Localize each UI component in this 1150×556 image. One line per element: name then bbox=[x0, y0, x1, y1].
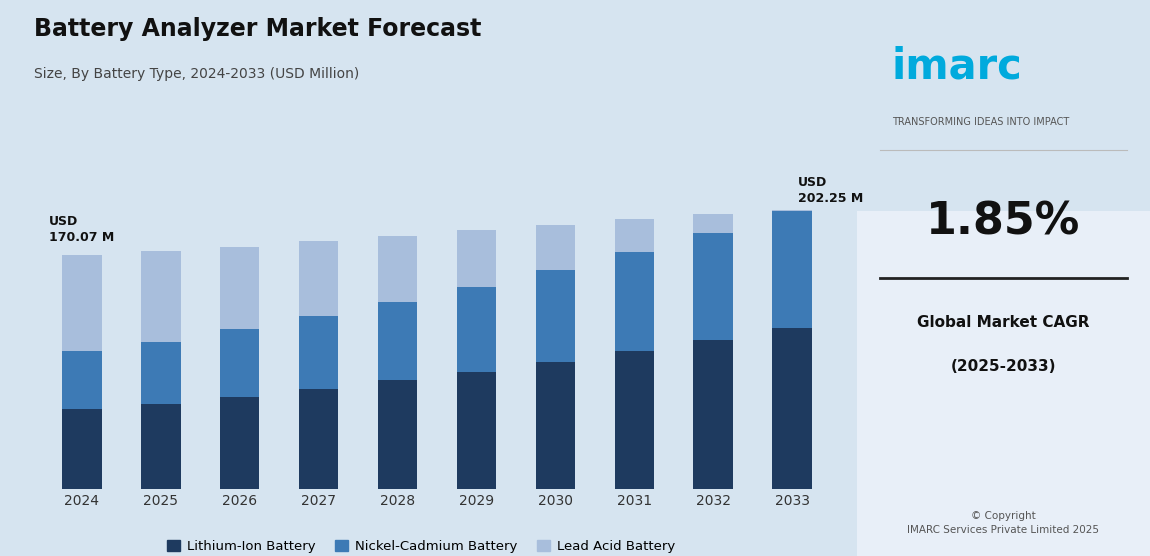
Bar bbox=[378, 302, 417, 380]
Bar bbox=[378, 380, 417, 489]
Text: Size, By Battery Type, 2024-2033 (USD Million): Size, By Battery Type, 2024-2033 (USD Mi… bbox=[34, 67, 360, 81]
Bar bbox=[614, 351, 654, 489]
Text: (2025-2033): (2025-2033) bbox=[951, 360, 1056, 374]
Bar bbox=[693, 340, 733, 489]
Bar bbox=[457, 372, 496, 489]
Text: imarc: imarc bbox=[892, 46, 1022, 88]
Bar bbox=[62, 351, 101, 409]
Bar bbox=[299, 389, 338, 489]
Bar bbox=[299, 241, 338, 316]
Bar bbox=[693, 214, 733, 233]
Text: 1.85%: 1.85% bbox=[926, 201, 1081, 244]
Bar bbox=[614, 252, 654, 351]
Bar bbox=[220, 329, 260, 397]
Text: USD
202.25 M: USD 202.25 M bbox=[798, 176, 862, 205]
Bar bbox=[62, 255, 101, 351]
Bar bbox=[457, 230, 496, 286]
Bar bbox=[141, 342, 181, 404]
Bar bbox=[536, 270, 575, 363]
Bar bbox=[141, 251, 181, 342]
Text: TRANSFORMING IDEAS INTO IMPACT: TRANSFORMING IDEAS INTO IMPACT bbox=[892, 117, 1070, 127]
Bar bbox=[857, 211, 1150, 556]
Bar bbox=[220, 397, 260, 489]
Bar bbox=[457, 286, 496, 372]
Bar bbox=[220, 247, 260, 329]
Bar bbox=[141, 404, 181, 489]
Text: Global Market CAGR: Global Market CAGR bbox=[918, 315, 1090, 330]
Legend: Lithium-Ion Battery, Nickel-Cadmium Battery, Lead Acid Battery: Lithium-Ion Battery, Nickel-Cadmium Batt… bbox=[161, 535, 681, 556]
Text: Battery Analyzer Market Forecast: Battery Analyzer Market Forecast bbox=[34, 17, 482, 41]
Bar bbox=[378, 236, 417, 302]
Bar bbox=[299, 316, 338, 389]
Bar bbox=[536, 225, 575, 270]
Bar bbox=[614, 219, 654, 252]
Bar bbox=[693, 233, 733, 340]
Bar bbox=[773, 328, 812, 489]
Bar bbox=[773, 211, 812, 328]
Bar bbox=[62, 409, 101, 489]
Bar bbox=[536, 363, 575, 489]
Text: USD
170.07 M: USD 170.07 M bbox=[48, 215, 114, 244]
Text: © Copyright
IMARC Services Private Limited 2025: © Copyright IMARC Services Private Limit… bbox=[907, 510, 1099, 535]
